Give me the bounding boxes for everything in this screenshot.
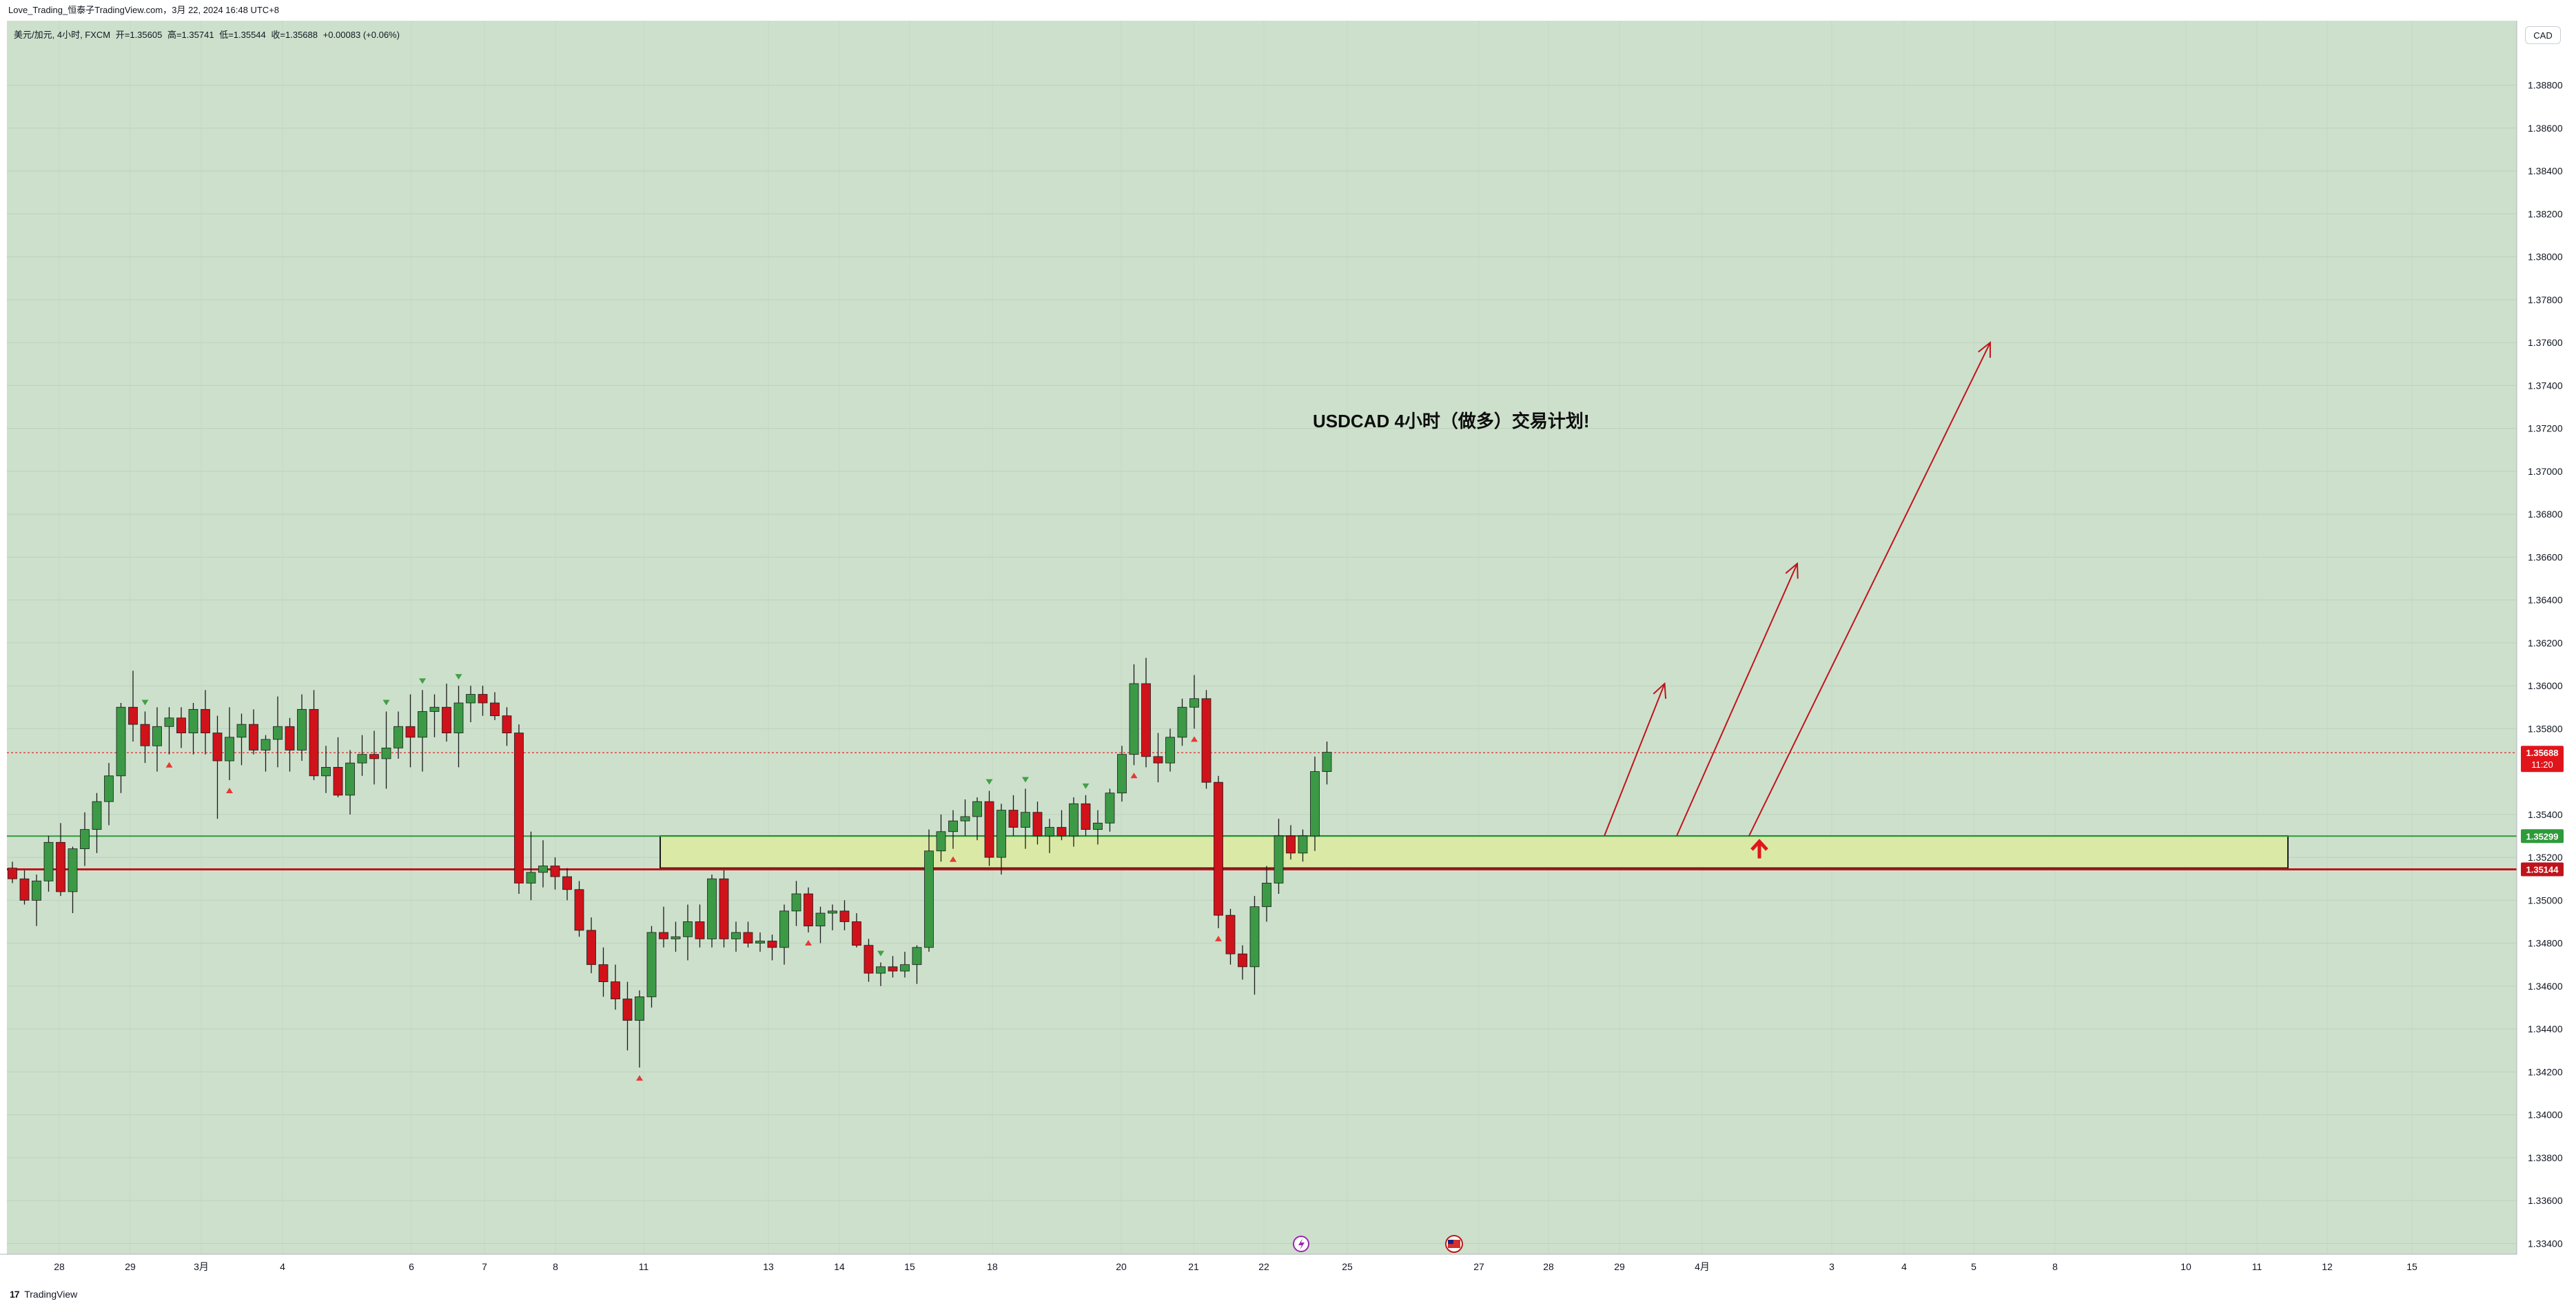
- legend-open: 开=1.35605: [115, 30, 163, 40]
- window-title: Love_Trading_恒泰子TradingView.com，3月 22, 2…: [0, 0, 2576, 21]
- currency-button[interactable]: CAD: [2525, 26, 2561, 44]
- legend-low: 低=1.35544: [219, 30, 266, 40]
- symbol-legend: 美元/加元, 4小时, FXCM 开=1.35605 高=1.35741 低=1…: [14, 28, 402, 41]
- legend-symbol[interactable]: 美元/加元, 4小时, FXCM: [14, 30, 111, 40]
- legend-high: 高=1.35741: [167, 30, 214, 40]
- legend-change: +0.00083 (+0.06%): [323, 30, 400, 40]
- footer-brand: 17 TradingView: [0, 1280, 2576, 1308]
- legend-close: 收=1.35688: [271, 30, 318, 40]
- chart-canvas[interactable]: [7, 21, 2576, 1280]
- footer-brand-text: TradingView: [24, 1289, 78, 1300]
- tradingview-logo-icon: 17: [10, 1289, 20, 1300]
